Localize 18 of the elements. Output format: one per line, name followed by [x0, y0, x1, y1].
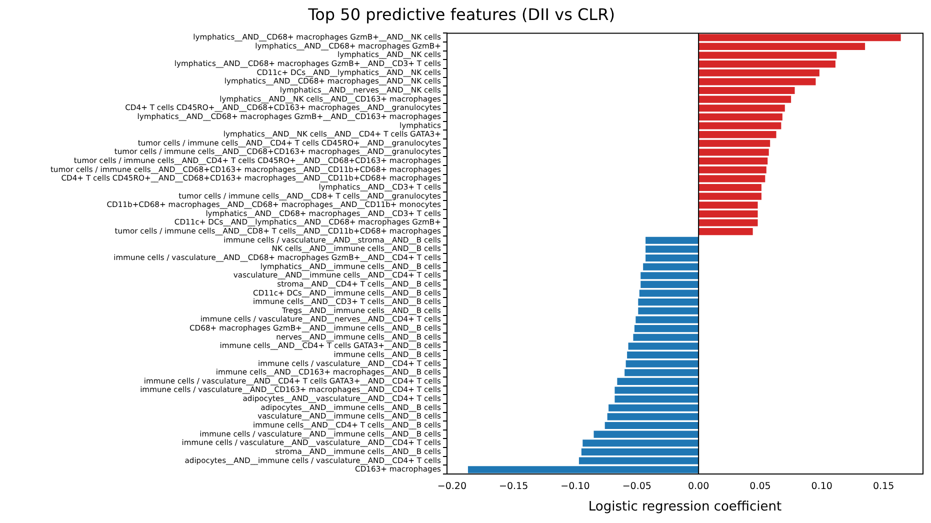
- bar: [698, 86, 795, 94]
- bar: [627, 351, 699, 359]
- x-axis-title: Logistic regression coefficient: [588, 500, 782, 515]
- x-tick-label: −0.10: [560, 481, 590, 492]
- x-tick-label: 0.05: [750, 481, 771, 492]
- chart-title: Top 50 predictive features (DII vs CLR): [307, 4, 615, 24]
- bar: [634, 325, 699, 332]
- x-tick-label: −0.15: [499, 481, 528, 492]
- bar: [646, 254, 699, 262]
- bar: [698, 184, 762, 192]
- bar: [698, 34, 901, 42]
- x-tick-label: 0.00: [688, 481, 710, 492]
- x-tick-label: −0.05: [622, 481, 652, 492]
- bar: [604, 422, 699, 430]
- x-tick-label: −0.20: [437, 481, 466, 492]
- x-tick-label: 0.15: [872, 481, 894, 492]
- bar: [698, 158, 768, 165]
- x-tick-label: 0.10: [811, 481, 832, 492]
